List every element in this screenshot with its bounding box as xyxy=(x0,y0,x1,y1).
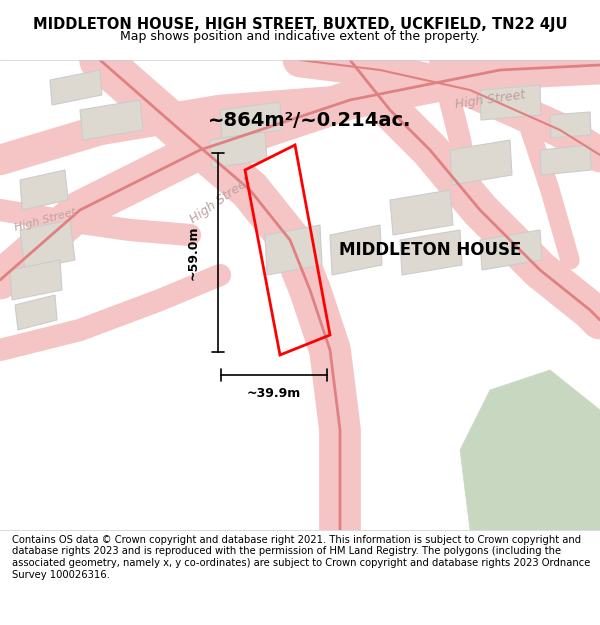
Polygon shape xyxy=(480,230,542,270)
Polygon shape xyxy=(220,102,282,138)
Text: ~864m²/~0.214ac.: ~864m²/~0.214ac. xyxy=(208,111,412,129)
Text: High Street: High Street xyxy=(454,89,526,111)
Text: High Street: High Street xyxy=(13,207,77,233)
Polygon shape xyxy=(10,260,62,300)
Polygon shape xyxy=(50,70,102,105)
Text: ~39.9m: ~39.9m xyxy=(247,387,301,400)
Polygon shape xyxy=(210,132,267,168)
Text: Map shows position and indicative extent of the property.: Map shows position and indicative extent… xyxy=(120,30,480,43)
Polygon shape xyxy=(460,370,600,530)
Polygon shape xyxy=(15,295,57,330)
Text: MIDDLETON HOUSE: MIDDLETON HOUSE xyxy=(339,241,521,259)
Text: Contains OS data © Crown copyright and database right 2021. This information is : Contains OS data © Crown copyright and d… xyxy=(12,535,590,579)
Polygon shape xyxy=(80,100,143,140)
Polygon shape xyxy=(390,190,453,235)
Polygon shape xyxy=(480,85,541,120)
Polygon shape xyxy=(540,145,591,175)
Polygon shape xyxy=(550,112,591,138)
Polygon shape xyxy=(400,230,462,275)
Polygon shape xyxy=(20,170,68,210)
Text: High Street: High Street xyxy=(187,174,253,226)
Text: ~59.0m: ~59.0m xyxy=(187,225,200,280)
Polygon shape xyxy=(450,140,512,185)
Polygon shape xyxy=(20,220,75,270)
Text: MIDDLETON HOUSE, HIGH STREET, BUXTED, UCKFIELD, TN22 4JU: MIDDLETON HOUSE, HIGH STREET, BUXTED, UC… xyxy=(33,17,567,32)
Polygon shape xyxy=(330,225,382,275)
Polygon shape xyxy=(265,225,322,275)
